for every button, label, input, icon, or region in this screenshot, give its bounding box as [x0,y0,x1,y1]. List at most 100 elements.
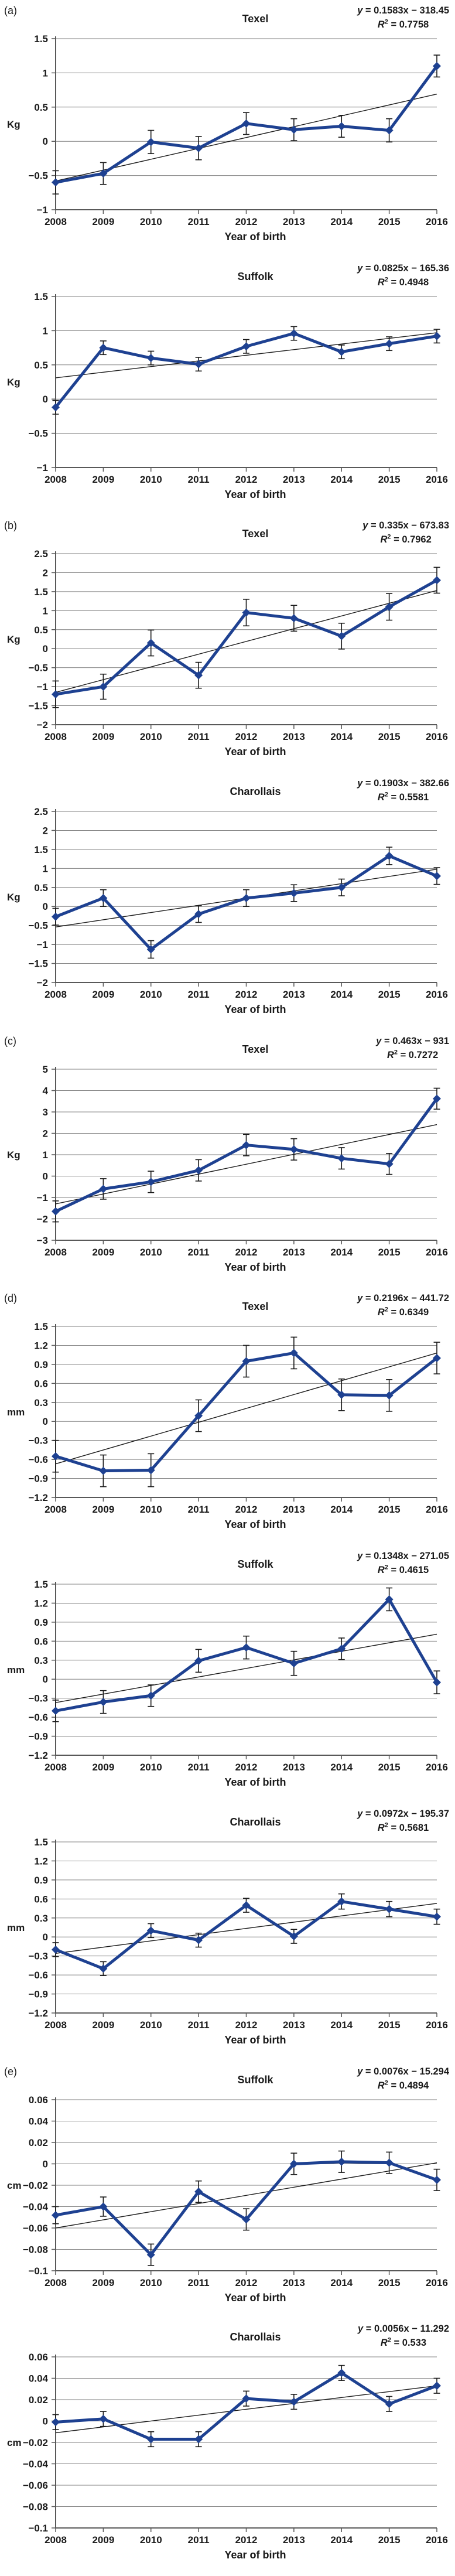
x-tick-label: 2012 [235,1762,258,1773]
data-point-marker [433,1094,441,1103]
y-tick-label: −0.6 [28,1455,48,1466]
y-tick-label: −0.5 [28,663,48,674]
data-point-marker [289,329,298,337]
trend-line [55,1633,437,1704]
data-point-marker [337,1644,346,1653]
r-squared-exponent: 2 [384,1306,388,1313]
x-ticks [55,1240,437,1244]
x-tick-label: 2014 [330,216,353,227]
x-tick-label: 2014 [330,1504,353,1515]
y-tick-label: −0.3 [28,1950,48,1961]
r-squared-body: = 0.7758 [388,19,429,30]
data-point-marker [52,1707,60,1715]
error-bars [52,847,440,959]
data-point-marker [146,945,155,954]
y-axis-unit: mm [7,1407,25,1418]
y-tick-label: −1 [37,462,48,473]
data-point-marker [52,2418,60,2427]
x-ticks [55,982,437,987]
x-tick-label: 2009 [92,1504,114,1515]
x-tick-label: 2010 [140,731,162,742]
chart-5-texel: (d) Texel y = 0.2196x − 441.72 R2 = 0.6349 1… [0,1288,455,1545]
data-point-marker [146,1926,155,1935]
x-axis-title: Year of birth [224,746,286,758]
equation-body: = 0.463x − 931 [381,1035,449,1046]
x-tick-label: 2016 [426,2277,448,2288]
r-squared-body: = 0.6349 [388,1307,429,1318]
equation-variable: y [357,2066,363,2077]
x-tick-label: 2014 [330,731,353,742]
chart-title: Charollais [230,1816,281,1828]
y-axis-unit: Kg [7,1149,20,1161]
y-tick-label: −1 [37,1192,48,1203]
x-tick-label: 2012 [235,2277,258,2288]
y-tick-label: −2 [37,719,48,731]
regression-equation: y = 0.335x − 673.83 R2 = 0.7962 [362,518,449,547]
x-tick-label: 2011 [188,474,210,485]
equation-variable: y [357,1551,363,1562]
error-bars [52,326,440,415]
data-point-marker [146,1466,155,1475]
data-point-marker [289,1659,298,1668]
x-tick-label: 2015 [378,1762,401,1773]
x-tick-label: 2015 [378,1247,401,1258]
data-point-marker [433,1678,441,1687]
series-line [54,2159,439,2256]
y-tick-label: 1 [43,1149,48,1161]
y-tick-label: 0.02 [29,2394,48,2406]
x-tick-label: 2013 [283,989,305,1000]
y-tick-label: −3 [37,1235,48,1246]
data-point-marker [242,2394,251,2403]
x-tick-label: 2012 [235,2534,258,2546]
x-tick-label: 2014 [330,2019,353,2031]
y-tick-label: 1 [43,67,48,79]
data-point-marker [146,1178,155,1186]
x-ticks [55,1755,437,1760]
regression-equation: y = 0.1583x − 318.45 R2 = 0.7758 [357,4,449,32]
r-squared-variable: R [380,2338,388,2349]
data-point-marker [146,2435,155,2444]
r-squared-exponent: 2 [387,2336,391,2344]
data-point-marker [99,683,108,691]
y-tick-label: −0.08 [23,2244,48,2255]
chart-header: (a) Texel y = 0.1583x − 318.45 R2 = 0.7758 [0,4,455,34]
data-point-marker [146,2250,155,2259]
data-point-marker [242,1643,251,1652]
data-point-marker [194,1656,203,1665]
y-tick-label: −0.02 [23,2180,48,2191]
chart-title: Charollais [230,2331,281,2343]
x-tick-label: 2008 [45,2019,67,2031]
data-point-marker [433,872,441,881]
data-point-marker [385,1905,394,1913]
x-tick-label: 2016 [426,731,448,742]
r-squared-variable: R [377,19,385,30]
y-tick-label: −0.04 [23,2201,49,2212]
data-point-markers [52,576,441,699]
data-point-markers [52,62,441,187]
x-tick-label: 2009 [92,2277,114,2288]
x-tick-label: 2013 [283,731,305,742]
x-tick-label: 2015 [378,989,401,1000]
chart-1-suffolk: Suffolk y = 0.0825x − 165.36 R2 = 0.4948 1.… [0,258,455,516]
x-tick-label: 2012 [235,989,258,1000]
equation-variable: y [358,2323,364,2335]
regression-equation: y = 0.463x − 931 R2 = 0.7272 [376,1034,449,1062]
regression-equation: y = 0.0825x − 165.36 R2 = 0.4948 [357,261,449,289]
x-tick-label: 2009 [92,1762,114,1773]
y-tick-label: 0.5 [34,625,48,636]
regression-equation: y = 0.2196x − 441.72 R2 = 0.6349 [357,1291,449,1319]
x-tick-label: 2008 [45,474,67,485]
equation-body: = 0.0056x − 11.292 [363,2323,449,2335]
r-squared-line: R2 = 0.5681 [357,1821,449,1835]
x-tick-label: 2009 [92,216,114,227]
equation-body: = 0.1348x − 271.05 [362,1551,449,1562]
y-tick-label: −0.02 [23,2437,48,2448]
r-squared-body: = 0.7962 [391,534,432,545]
y-axis-unit: Kg [7,119,20,130]
data-point-markers [52,1094,441,1216]
y-tick-label: 1.5 [34,1837,48,1848]
r-squared-body: = 0.4894 [388,2080,429,2091]
gridlines [56,811,437,964]
